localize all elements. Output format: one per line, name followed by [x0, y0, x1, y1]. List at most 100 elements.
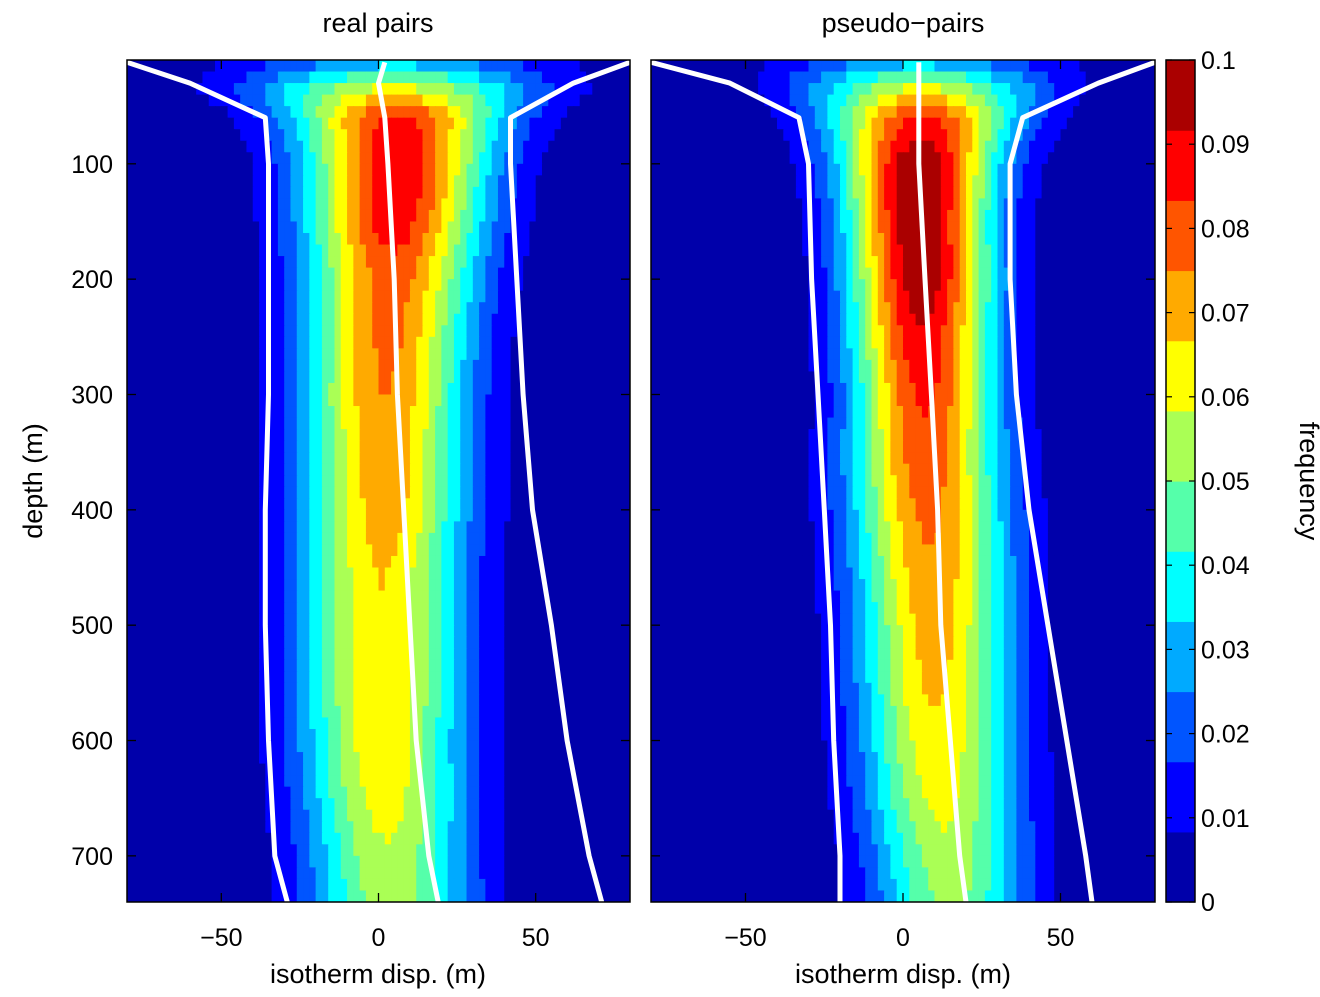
- heatmap-cell: [416, 694, 424, 707]
- heatmap-cell: [309, 602, 317, 615]
- heatmap-cell: [277, 106, 285, 119]
- heatmap-cell: [585, 117, 593, 130]
- heatmap-cell: [277, 509, 285, 523]
- heatmap-cell: [145, 152, 153, 165]
- heatmap-cell: [133, 498, 141, 511]
- heatmap-cell: [296, 163, 304, 177]
- heatmap-cell: [127, 429, 134, 442]
- heatmap-cell: [523, 613, 531, 626]
- heatmap-cell: [422, 302, 430, 315]
- heatmap-cell: [196, 267, 204, 280]
- heatmap-cell: [466, 106, 474, 119]
- heatmap-cell: [240, 290, 248, 303]
- heatmap-cell: [271, 463, 279, 476]
- heatmap-cell: [215, 509, 223, 523]
- heatmap-cell: [504, 417, 512, 430]
- heatmap-cell: [604, 336, 612, 350]
- heatmap-cell: [378, 498, 386, 511]
- heatmap-cell: [447, 694, 455, 707]
- heatmap-cell: [541, 659, 549, 673]
- heatmap-cell: [472, 659, 480, 673]
- heatmap-cell: [416, 371, 424, 384]
- heatmap-cell: [340, 717, 348, 730]
- heatmap-cell: [372, 267, 380, 280]
- heatmap-cell: [479, 555, 487, 569]
- heatmap-cell: [215, 290, 223, 303]
- heatmap-cell: [365, 486, 373, 500]
- heatmap-cell: [479, 625, 487, 638]
- heatmap-cell: [598, 671, 606, 684]
- heatmap-cell: [227, 129, 235, 142]
- heatmap-cell: [573, 498, 581, 511]
- heatmap-cell: [152, 406, 160, 419]
- heatmap-cell: [321, 532, 329, 546]
- heatmap-cell: [598, 763, 606, 776]
- heatmap-cell: [259, 763, 267, 776]
- heatmap-cell: [585, 463, 593, 476]
- heatmap-cell: [246, 129, 254, 142]
- heatmap-cell: [145, 671, 153, 684]
- heatmap-cell: [548, 452, 556, 465]
- heatmap-cell: [491, 267, 499, 280]
- heatmap-cell: [422, 728, 430, 742]
- heatmap-cell: [133, 440, 141, 453]
- heatmap-cell: [541, 71, 549, 84]
- heatmap-cell: [252, 129, 260, 142]
- heatmap-cell: [510, 717, 518, 730]
- heatmap-cell: [265, 636, 273, 649]
- heatmap-cell: [384, 659, 392, 673]
- heatmap-cell: [252, 221, 260, 234]
- heatmap-cell: [453, 359, 461, 373]
- heatmap-cell: [372, 752, 380, 765]
- heatmap-cell: [233, 256, 241, 269]
- heatmap-cell: [145, 452, 153, 465]
- heatmap-cell: [240, 244, 248, 257]
- heatmap-cell: [397, 394, 405, 407]
- heatmap-cell: [497, 244, 505, 257]
- heatmap-cell: [189, 382, 197, 396]
- heatmap-cell: [202, 509, 210, 523]
- heatmap-cell: [460, 336, 468, 350]
- heatmap-cell: [321, 221, 329, 234]
- heatmap-cell: [472, 740, 480, 753]
- heatmap-cell: [447, 382, 455, 396]
- heatmap-cell: [428, 163, 436, 177]
- heatmap-cell: [535, 590, 543, 603]
- heatmap-cell: [598, 325, 606, 338]
- heatmap-cell: [541, 267, 549, 280]
- heatmap-cell: [466, 302, 474, 315]
- heatmap-cell: [189, 244, 197, 257]
- heatmap-cell: [479, 336, 487, 350]
- heatmap-cell: [158, 498, 166, 511]
- heatmap-cell: [221, 440, 229, 453]
- heatmap-cell: [560, 279, 568, 292]
- heatmap-cell: [485, 152, 493, 165]
- heatmap-cell: [183, 117, 191, 130]
- heatmap-cell: [139, 198, 147, 211]
- heatmap-cell: [497, 648, 505, 661]
- heatmap-cell: [290, 94, 298, 107]
- heatmap-cell: [441, 717, 449, 730]
- heatmap-cell: [221, 336, 229, 350]
- heatmap-cell: [497, 198, 505, 211]
- heatmap-cell: [384, 509, 392, 523]
- heatmap-cell: [428, 636, 436, 649]
- heatmap-cell: [391, 406, 399, 419]
- heatmap-cell: [611, 521, 619, 534]
- heatmap-cell: [240, 94, 248, 107]
- heatmap-cell: [296, 117, 304, 130]
- heatmap-cell: [447, 290, 455, 303]
- heatmap-cell: [171, 152, 178, 165]
- heatmap-cell: [428, 325, 436, 338]
- heatmap-cell: [240, 175, 248, 188]
- heatmap-cell: [598, 694, 606, 707]
- heatmap-cell: [365, 267, 373, 280]
- heatmap-cell: [334, 371, 342, 384]
- heatmap-cell: [177, 302, 185, 315]
- heatmap-cell: [347, 579, 355, 592]
- heatmap-cell: [466, 763, 474, 776]
- heatmap-cell: [428, 279, 436, 292]
- heatmap-cell: [416, 152, 424, 165]
- heatmap-cell: [485, 625, 493, 638]
- heatmap-cell: [441, 163, 449, 177]
